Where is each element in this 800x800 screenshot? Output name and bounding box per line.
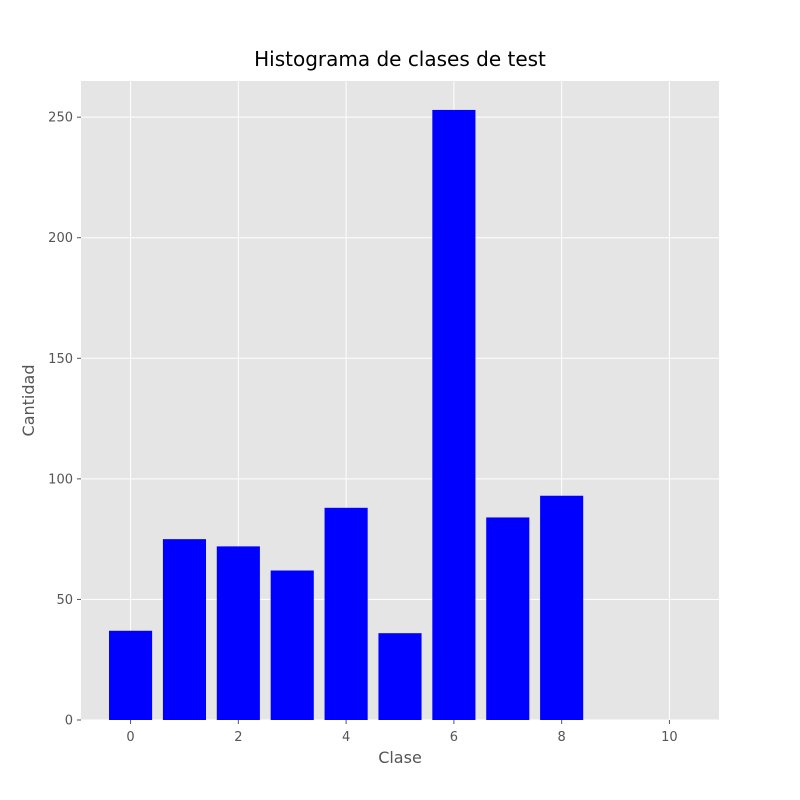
y-axis-label: Cantidad [19,365,38,437]
bar-class-3 [270,570,314,720]
x-tick-label: 0 [126,730,134,745]
bar-class-4 [324,507,368,720]
x-tick-label: 2 [234,730,242,745]
bar-class-5 [378,633,422,720]
y-tick-label: 250 [48,111,73,126]
bar-class-2 [216,546,260,720]
bar-class-6 [432,109,476,720]
bar-class-1 [162,539,207,720]
bar-class-7 [486,517,530,720]
bar-class-8 [540,495,584,720]
y-axis-ticks: 0 50 100 150 200 250 [48,111,81,729]
y-tick-label: 50 [56,593,73,608]
y-tick-label: 150 [48,352,73,367]
bar-class-0 [109,630,153,720]
y-tick-label: 0 [65,714,73,729]
x-tick-label: 6 [450,730,458,745]
y-tick-label: 100 [48,472,73,487]
x-tick-label: 10 [661,730,678,745]
x-axis-ticks: 0 2 4 6 8 10 [126,720,678,745]
x-axis-label: Clase [378,748,422,767]
chart-title: Histograma de clases de test [254,47,546,71]
y-tick-label: 200 [48,231,73,246]
bars [109,109,584,720]
x-tick-label: 4 [342,730,350,745]
x-tick-label: 8 [558,730,566,745]
